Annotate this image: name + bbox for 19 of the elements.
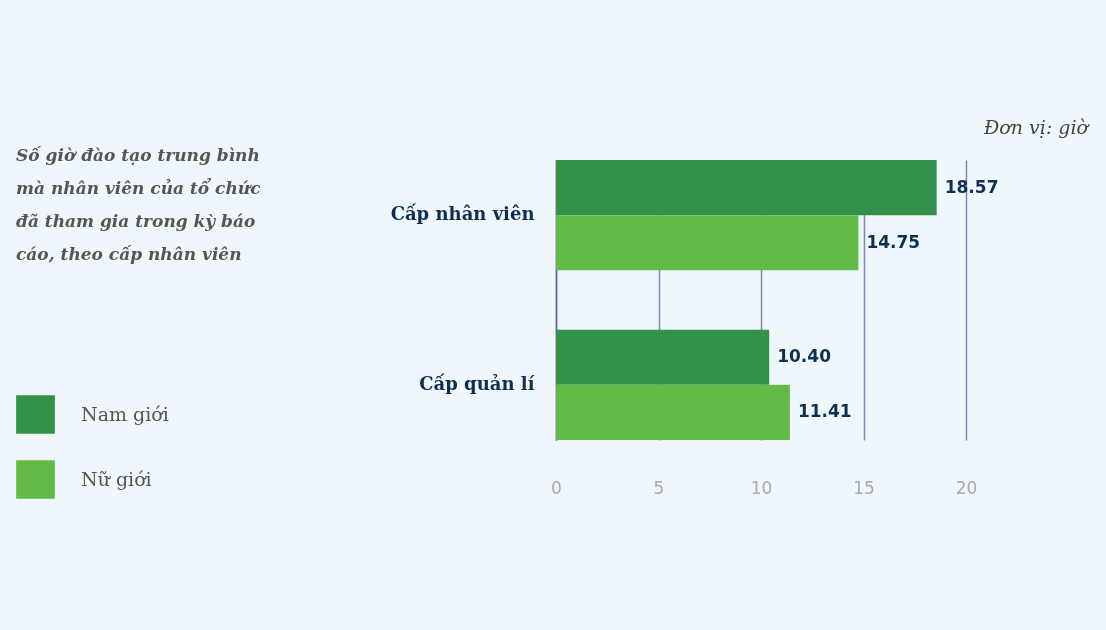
- data-label: 10.40: [777, 346, 832, 367]
- x-tick-label: 0: [551, 477, 562, 498]
- legend-label: Nữ giới: [81, 467, 152, 490]
- x-tick-label: 20: [955, 477, 978, 498]
- bar: [556, 160, 937, 216]
- data-label: 11.41: [797, 401, 852, 422]
- x-tick-label: 10: [750, 477, 773, 498]
- text: Số giờ đào tạo trung bình mà nhân viên của tổ chức đã tham gia trong kỳ báo cáo, theo cấp nhân viên: [16, 145, 262, 264]
- y-tick-label: Cấp quản lí: [419, 372, 535, 394]
- y-tick-label: Cấp nhân viên: [390, 203, 535, 225]
- x-tick-label: 15: [853, 477, 875, 498]
- text: Đơn vị: giờ: [983, 116, 1091, 138]
- bar: [556, 384, 790, 440]
- bar: [556, 215, 859, 271]
- bar: [556, 329, 770, 385]
- data-label: 18.57: [944, 176, 999, 197]
- legend-label: Nam giới: [81, 402, 169, 425]
- x-tick-label: 5: [653, 477, 665, 498]
- data-label: 14.75: [866, 231, 921, 252]
